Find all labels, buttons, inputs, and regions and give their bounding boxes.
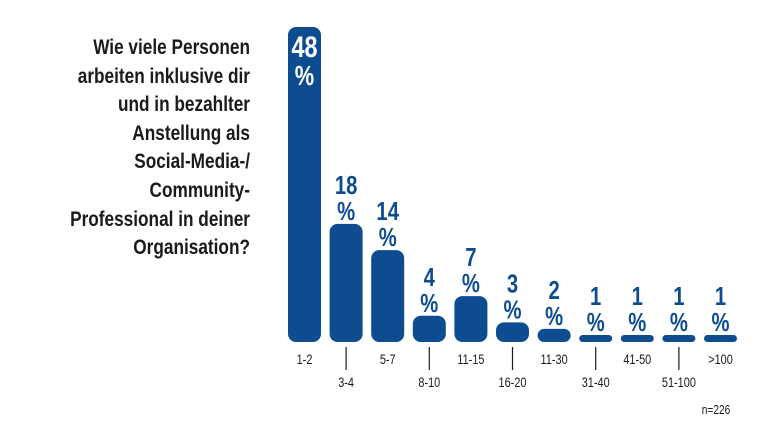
data-label-value: 1 [632,282,643,311]
data-label-value: 14 [376,197,399,226]
bar [662,335,696,342]
tick-label: 11-30 [541,352,568,368]
bar [620,335,654,342]
bar [496,322,529,342]
bar [454,296,488,342]
data-label-value: 4 [424,262,435,291]
data-label-unit: % [420,288,438,317]
data-label-value: 18 [335,170,358,199]
tick-label: >100 [708,352,733,368]
data-label-value: 1 [673,282,684,311]
bar [704,335,737,342]
data-label-unit: % [628,308,646,337]
tick-label: 1-2 [297,352,313,368]
data-label-value: 3 [507,269,518,298]
tick-label: 41-50 [623,352,651,368]
data-label-unit: % [379,223,397,252]
tick-label: 11-15 [457,352,484,368]
tick-label: 3-4 [338,375,354,391]
data-label-unit: % [587,308,605,337]
data-label-unit: % [337,196,355,225]
tick-label: 31-40 [582,375,610,391]
bar [371,250,405,342]
sample-size-note: n=226 [702,403,730,417]
data-label-unit: % [670,308,688,337]
tick-label: 16-20 [499,375,527,391]
tick-label: 51-100 [662,375,696,391]
data-label-value: 2 [548,275,559,304]
bar [412,315,446,342]
tick-label: 8-10 [418,375,440,391]
data-label-value: 1 [590,282,601,311]
bar [288,27,321,342]
data-label-value: 48 [291,30,317,63]
bar [537,328,571,342]
bar [579,335,613,342]
data-label-unit: % [295,60,314,91]
data-label-unit: % [503,295,521,324]
data-label-unit: % [545,301,563,330]
bar [329,223,363,342]
data-label-value: 7 [465,243,476,272]
data-label-unit: % [711,308,729,337]
data-label-unit: % [462,269,480,298]
data-label-value: 1 [715,282,726,311]
chart-title: Wie viele Personen arbeiten inklusive di… [70,36,250,260]
tick-label: 5-7 [380,352,396,368]
